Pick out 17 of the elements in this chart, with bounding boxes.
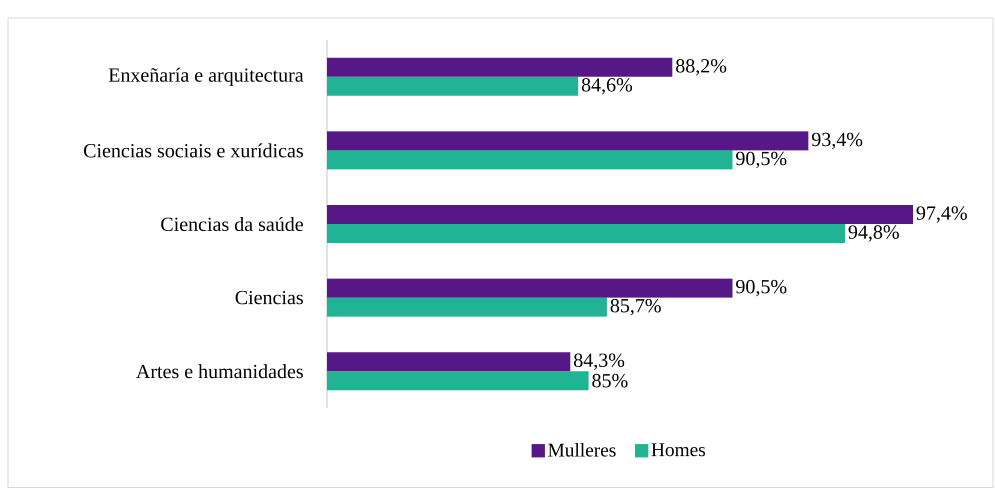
data-label: 93,4% xyxy=(812,132,862,150)
data-label: 84,6% xyxy=(582,78,632,94)
y-tick-label: Ciencias sociais e xurídicas xyxy=(84,143,303,158)
legend-label: Homes xyxy=(652,443,706,456)
data-label: 94,8% xyxy=(848,225,899,242)
data-label: 88,2% xyxy=(676,59,726,76)
legend-label: Mulleres xyxy=(548,443,616,457)
data-label: 84,3% xyxy=(574,354,624,370)
data-label: 85% xyxy=(592,374,628,388)
data-label: 90,5% xyxy=(736,280,786,296)
y-tick-label: Artes e humanidades xyxy=(136,364,303,378)
data-label: 85,7% xyxy=(610,298,661,316)
y-tick-label: Ciencias da saúde xyxy=(161,216,303,232)
y-tick-label: Enxeñaría e arquitectura xyxy=(108,68,304,86)
data-label: 90,5% xyxy=(736,152,786,168)
data-label: 97,4% xyxy=(916,206,967,223)
y-tick-label: Ciencias xyxy=(236,290,303,304)
